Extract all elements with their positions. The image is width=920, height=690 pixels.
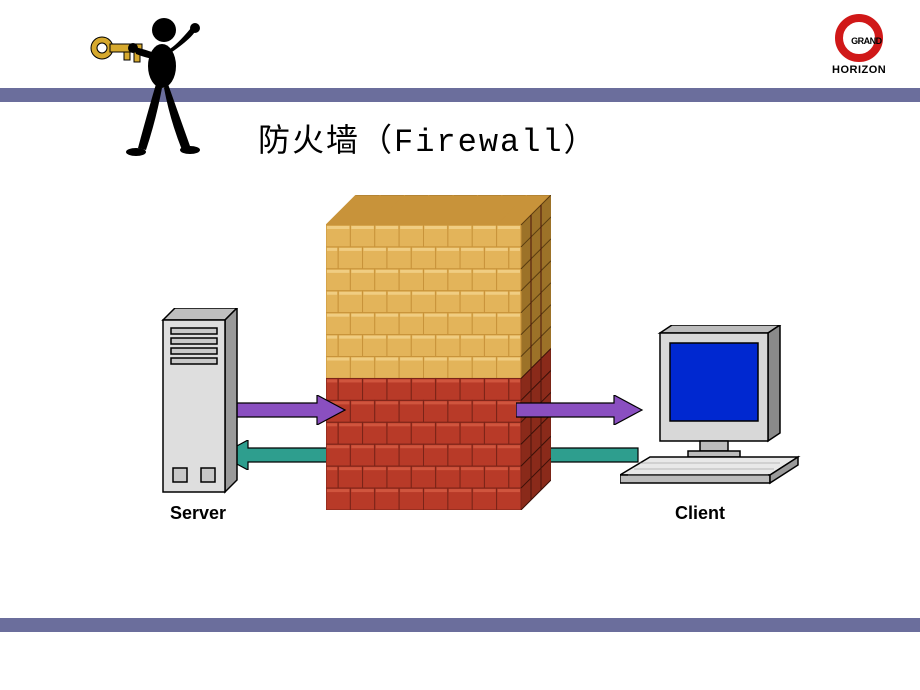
- server-icon: [155, 308, 235, 493]
- arrow-server-to-firewall: [236, 399, 335, 421]
- firewall-wall-icon: {"rows":13,"cols":8,"bw":24.4,"bh":21.9,…: [326, 195, 551, 510]
- client-label: Client: [675, 503, 725, 524]
- header-bar-bottom: [0, 618, 920, 632]
- server-label: Server: [170, 503, 226, 524]
- client-icon: [620, 325, 810, 500]
- brand-logo: GRAND HORIZON: [832, 14, 886, 76]
- logo-text-top: GRAND: [851, 36, 882, 46]
- keyman-icon: [84, 8, 204, 163]
- arrow-firewall-to-client: [520, 399, 632, 421]
- page-title: 防火墙（Firewall）: [258, 115, 598, 161]
